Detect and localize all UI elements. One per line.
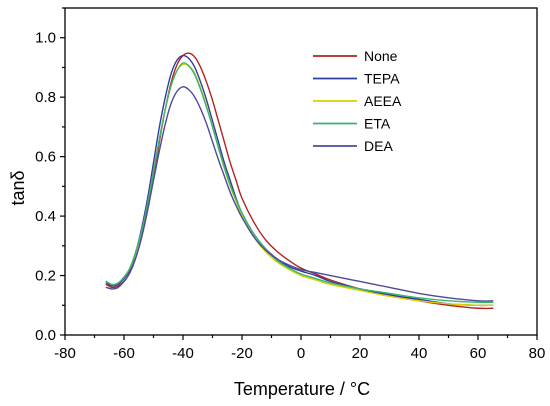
legend-label-tepa: TEPA <box>364 71 400 87</box>
series-line-tepa <box>105 54 494 307</box>
plot-area <box>105 52 494 310</box>
y-axis-title: tanδ <box>8 170 28 205</box>
y-tick-label: 0.4 <box>35 208 56 225</box>
y-tick-label: 0.8 <box>35 89 56 106</box>
y-tick-label: 1.0 <box>35 30 56 47</box>
x-tick-label: -20 <box>231 345 253 362</box>
x-tick-label: -80 <box>54 345 76 362</box>
y-tick-label: 0.2 <box>35 268 56 285</box>
x-tick-label: 0 <box>297 345 305 362</box>
y-tick-label: 0.0 <box>35 327 56 344</box>
legend-label-aeea: AEEA <box>364 93 402 109</box>
legend: None TEPA AEEA ETA DEA <box>313 48 402 154</box>
x-axis-title: Temperature / °C <box>234 379 370 399</box>
x-tick-label: -60 <box>113 345 135 362</box>
plot-frame <box>64 7 538 336</box>
x-tick-label: -40 <box>172 345 194 362</box>
series-line-dea <box>105 86 494 302</box>
series-line-eta <box>105 62 494 304</box>
axis-ticks: -80 -60 -40 -20 0 20 40 60 80 0.0 0.2 0.4 0.6 0.8 1.0 <box>35 7 546 362</box>
legend-label-dea: DEA <box>364 138 393 154</box>
legend-label-none: None <box>364 48 398 64</box>
x-tick-label: 40 <box>411 345 428 362</box>
x-tick-label: 80 <box>529 345 546 362</box>
x-tick-label: 20 <box>352 345 369 362</box>
legend-label-eta: ETA <box>364 116 391 132</box>
y-tick-label: 0.6 <box>35 149 56 166</box>
x-tick-label: 60 <box>470 345 487 362</box>
